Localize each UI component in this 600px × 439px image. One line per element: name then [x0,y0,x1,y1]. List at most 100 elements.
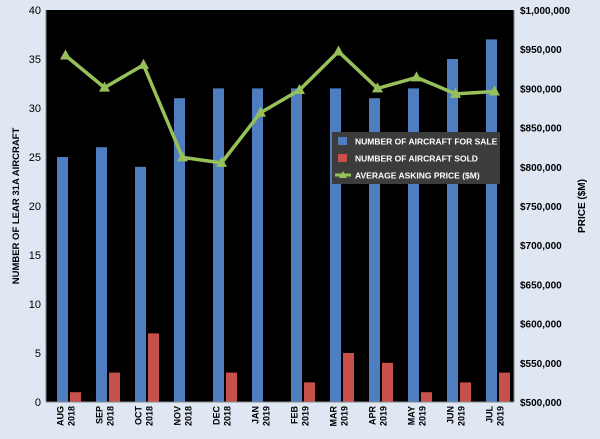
price-marker [411,71,422,82]
price-marker [138,58,149,69]
price-marker [333,45,344,56]
legend-swatch [338,154,347,162]
bar-for-sale [174,98,185,402]
y-right-tick-label: $900,000 [520,84,562,95]
bar-for-sale [408,88,419,403]
x-tick-label: OCT 2018 [134,406,155,427]
y-right-tick-label: $800,000 [520,163,562,174]
x-tick-month: JUN [446,406,456,424]
price-marker [372,82,383,93]
x-tick-month: AUG [56,406,66,426]
legend-swatch-marker [339,171,347,178]
price-marker [60,49,71,60]
y-right-tick-label: $650,000 [520,280,562,291]
y-left-tick-label: 30 [29,103,41,115]
x-tick-label: AUG 2018 [56,406,77,426]
y-left-tick-label: 5 [35,348,41,360]
y-right-tick-label: $750,000 [520,202,562,213]
y-left-tick-label: 0 [35,397,41,409]
bar-sold [343,353,354,402]
bar-sold [499,372,510,402]
y-right-tick-label: $1,000,000 [520,6,570,17]
price-marker [294,83,305,94]
y-right-tick-label: $500,000 [520,398,562,409]
x-tick-year: 2018 [184,406,194,426]
y-right-axis-title: PRICE ($M) [577,179,588,233]
y-left-tick-label: 20 [29,201,41,213]
x-tick-month: FEB [290,405,300,424]
bar-sold [304,382,315,402]
bar-for-sale [291,88,302,403]
x-tick-month: APR [368,406,378,426]
x-tick-label: JUL 2019 [485,406,506,427]
bar-sold [382,362,393,402]
x-tick-year: 2018 [145,406,155,426]
x-tick-month: OCT [134,406,144,426]
x-tick-year: 2019 [301,406,311,426]
x-tick-year: 2019 [496,406,506,426]
legend-label: AVERAGE ASKING PRICE ($M) [355,171,480,181]
price-marker [450,87,461,98]
y-left-tick-label: 25 [29,152,41,164]
y-right-tick-label: $600,000 [520,320,562,331]
bars-layer [57,39,510,403]
x-tick-year: 2018 [223,406,233,426]
bar-sold [226,372,237,402]
plot-area [46,10,514,402]
x-tick-month: MAY [407,406,417,425]
x-tick-year: 2019 [379,406,389,426]
x-tick-year: 2019 [262,406,272,426]
x-tick-label: NOV 2018 [173,406,194,426]
price-marker [255,106,266,117]
y-left-axis-title: NUMBER OF LEAR 31A AIRCRAFT [11,128,22,285]
legend: NUMBER OF AIRCRAFT FOR SALE NUMBER OF AIR… [332,132,500,184]
bar-sold [460,382,471,402]
bar-sold [421,392,432,402]
bar-sold [70,392,81,402]
x-tick-label: JAN 2019 [251,406,272,426]
y-left-tick-label: 10 [29,299,41,311]
bar-for-sale [486,39,497,403]
bar-for-sale [369,98,380,402]
bar-sold [109,372,120,402]
bar-for-sale [330,88,341,403]
x-tick-year: 2019 [457,406,467,426]
x-tick-label: MAY 2019 [407,406,428,426]
x-tick-label: DEC 2018 [212,406,233,427]
x-tick-year: 2019 [340,406,350,426]
x-tick-label: MAR 2019 [329,406,350,427]
y-left-tick-label: 15 [29,250,41,262]
x-tick-month: DEC [212,406,222,426]
bar-sold [148,333,159,402]
x-tick-month: JUL [485,406,495,424]
y-right-tick-label: $950,000 [520,45,562,56]
x-tick-year: 2019 [418,406,428,426]
bar-for-sale [135,166,146,402]
x-tick-month: SEP [95,406,105,424]
price-marker [216,156,227,167]
x-tick-year: 2018 [106,406,116,426]
line-layer [60,45,500,167]
bar-for-sale [213,88,224,403]
bar-for-sale [447,59,458,402]
x-tick-month: JAN [251,406,261,424]
x-tick-month: MAR [329,406,339,427]
legend-swatch [338,137,347,145]
bar-for-sale [57,157,68,402]
legend-box [332,132,500,184]
x-tick-month: NOV [173,406,183,426]
y-left-tick-label: 35 [29,54,41,66]
y-left-tick-label: 40 [29,5,41,17]
y-right-tick-label: $550,000 [520,359,562,370]
y-right-tick-label: $850,000 [520,124,562,135]
x-tick-label: APR 2019 [368,406,389,427]
x-tick-label: FEB 2019 [290,405,311,426]
x-tick-label: JUN 2019 [446,406,467,426]
price-marker [489,85,500,96]
x-tick-label: SEP 2018 [95,406,116,426]
legend-label: NUMBER OF AIRCRAFT FOR SALE [355,137,498,147]
axes-layer: 0 5 10 15 20 25 30 35 40 $500,000 $550,000 $600,000… [29,5,571,427]
price-marker [177,151,188,162]
